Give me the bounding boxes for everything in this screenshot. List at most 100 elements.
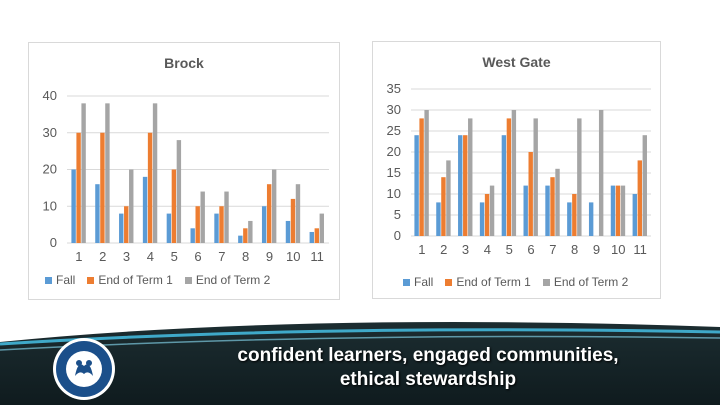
y-tick-label: 20 <box>43 162 57 177</box>
tagline-line-2: ethical stewardship <box>339 369 517 390</box>
bar-end-of-term-2 <box>489 185 495 236</box>
x-tick-label: 8 <box>571 242 578 257</box>
x-tick-label: 10 <box>286 249 300 264</box>
x-tick-label: 10 <box>611 242 625 257</box>
bar-end-of-term-1 <box>484 194 490 236</box>
legend-label: End of Term 2 <box>195 273 271 287</box>
bar-end-of-term-1 <box>195 206 200 243</box>
school-board-seal-icon <box>53 338 115 400</box>
legend-label: Fall <box>56 273 76 287</box>
legend-label: End of Term 1 <box>98 273 173 287</box>
west-gate-chart: West Gate 0 5 10 15 20 25 30 35 1 2 3 4 5 6 7 8 9 10 11 Fa… <box>372 41 661 299</box>
bar-fall <box>238 235 243 243</box>
x-tick-label: 9 <box>266 249 273 264</box>
bar-end-of-term-2 <box>81 103 86 243</box>
bar-fall <box>632 194 637 236</box>
bar-end-of-term-2 <box>598 110 604 236</box>
x-tick-label: 3 <box>123 249 130 264</box>
bar-fall <box>523 185 528 236</box>
y-tick-label: 20 <box>387 144 401 159</box>
bar-end-of-term-2 <box>248 220 253 243</box>
bar-fall <box>71 169 76 243</box>
y-tick-label: 10 <box>43 198 57 213</box>
bar-end-of-term-2 <box>224 191 229 243</box>
bar-end-of-term-2 <box>577 118 582 236</box>
legend-label: End of Term 1 <box>456 275 531 289</box>
tagline-line-1: confident learners, engaged communities, <box>237 345 619 366</box>
bar-end-of-term-1 <box>147 132 153 243</box>
x-tick-label: 11 <box>633 242 647 257</box>
legend-item: End of Term 1 <box>445 275 531 289</box>
bar-fall <box>166 213 172 243</box>
legend-label: Fall <box>414 275 434 289</box>
bar-end-of-term-1 <box>76 132 81 243</box>
bar-end-of-term-2 <box>105 103 110 243</box>
bar-end-of-term-1 <box>314 228 319 243</box>
bar-fall <box>610 185 616 236</box>
bar-end-of-term-1 <box>171 169 177 243</box>
legend-item: Fall <box>403 275 433 289</box>
bar-fall <box>95 184 100 243</box>
y-tick-label: 5 <box>394 207 401 222</box>
bar-end-of-term-1 <box>463 135 468 236</box>
x-tick-label: 5 <box>506 242 513 257</box>
legend-swatch <box>542 278 550 286</box>
bar-end-of-term-1 <box>506 118 512 236</box>
legend-item: End of Term 2 <box>542 275 629 289</box>
legend-swatch <box>87 276 95 284</box>
bar-end-of-term-2 <box>295 184 301 243</box>
x-tick-label: 1 <box>75 249 82 264</box>
x-tick-label: 2 <box>99 249 106 264</box>
chart-title: Brock <box>164 55 204 71</box>
legend-swatch <box>445 278 453 286</box>
bar-fall <box>458 135 463 236</box>
bar-end-of-term-1 <box>572 194 577 236</box>
y-tick-label: 0 <box>50 235 57 250</box>
bar-fall <box>588 202 594 236</box>
bar-end-of-term-1 <box>419 118 424 236</box>
chart-title: West Gate <box>482 54 551 70</box>
brock-chart: Brock 0 10 20 30 40 1 2 3 4 5 6 7 8 9 10 11 Fall End of … <box>28 42 340 300</box>
legend-label: End of Term 2 <box>553 275 629 289</box>
y-tick-label: 15 <box>387 165 401 180</box>
legend-item: Fall <box>45 273 75 287</box>
x-tick-label: 7 <box>549 242 556 257</box>
y-tick-label: 30 <box>387 102 401 117</box>
bar-end-of-term-1 <box>550 177 555 236</box>
bar-end-of-term-2 <box>468 118 473 236</box>
x-tick-label: 6 <box>194 249 201 264</box>
x-tick-label: 4 <box>484 242 491 257</box>
bar-end-of-term-2 <box>319 213 324 243</box>
bar-end-of-term-1 <box>100 132 105 243</box>
x-tick-label: 5 <box>171 249 178 264</box>
bar-fall <box>119 213 124 243</box>
bar-fall <box>214 213 219 243</box>
banner-tagline: confident learners, engaged communities,… <box>148 344 708 392</box>
legend-swatch <box>45 276 52 284</box>
bar-fall <box>436 202 441 236</box>
bar-end-of-term-2 <box>200 191 205 243</box>
chart-legend: Fall End of Term 1 End of Term 2 <box>45 273 270 287</box>
legend-item: End of Term 2 <box>184 273 271 287</box>
bar-end-of-term-2 <box>446 160 451 236</box>
bar-fall <box>545 185 550 236</box>
x-tick-label: 9 <box>593 242 600 257</box>
y-tick-label: 30 <box>43 125 57 140</box>
bar-end-of-term-2 <box>533 118 538 236</box>
bar-end-of-term-2 <box>424 110 429 236</box>
bar-end-of-term-1 <box>637 160 642 236</box>
x-tick-label: 7 <box>218 249 225 264</box>
bar-end-of-term-1 <box>219 206 224 243</box>
bar-end-of-term-1 <box>615 185 621 236</box>
bar-end-of-term-2 <box>511 110 517 236</box>
y-tick-label: 35 <box>387 81 401 96</box>
bar-end-of-term-2 <box>271 169 277 243</box>
x-tick-label: 3 <box>462 242 469 257</box>
bar-end-of-term-1 <box>243 228 248 243</box>
bar-fall <box>414 135 419 236</box>
bar-end-of-term-2 <box>129 169 134 243</box>
legend-swatch <box>403 278 410 286</box>
y-tick-label: 10 <box>387 186 401 201</box>
bar-fall <box>190 228 195 243</box>
